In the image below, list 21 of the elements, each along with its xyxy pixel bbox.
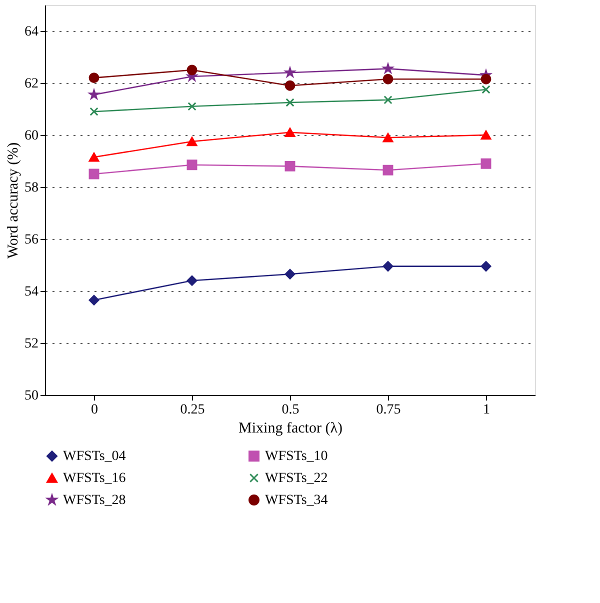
y-tick-label: 56 bbox=[24, 232, 38, 248]
y-tick-label: 54 bbox=[24, 284, 38, 300]
legend-label: WFSTs_04 bbox=[63, 449, 126, 464]
x-axis-title: Mixing factor (λ) bbox=[238, 420, 342, 436]
legend-label: WFSTs_28 bbox=[63, 493, 126, 508]
y-tick-label: 60 bbox=[24, 128, 38, 144]
x-tick-label: 1 bbox=[483, 402, 490, 418]
legend-label: WFSTs_22 bbox=[265, 471, 328, 486]
y-axis-title: Word accuracy (%) bbox=[6, 142, 22, 259]
x-tick-label: 0 bbox=[91, 402, 98, 418]
y-tick-label: 50 bbox=[24, 388, 38, 404]
legend-label: WFSTs_16 bbox=[63, 471, 126, 486]
y-tick-label: 64 bbox=[24, 24, 38, 40]
x-tick-label: 0.75 bbox=[376, 402, 401, 418]
x-tick-label: 0.5 bbox=[282, 402, 300, 418]
legend-label: WFSTs_34 bbox=[265, 493, 328, 508]
legend-label: WFSTs_10 bbox=[265, 449, 328, 464]
y-tick-label: 58 bbox=[24, 180, 38, 196]
y-tick-label: 52 bbox=[24, 336, 38, 352]
x-tick-label: 0.25 bbox=[180, 402, 205, 418]
y-tick-label: 62 bbox=[24, 76, 38, 92]
